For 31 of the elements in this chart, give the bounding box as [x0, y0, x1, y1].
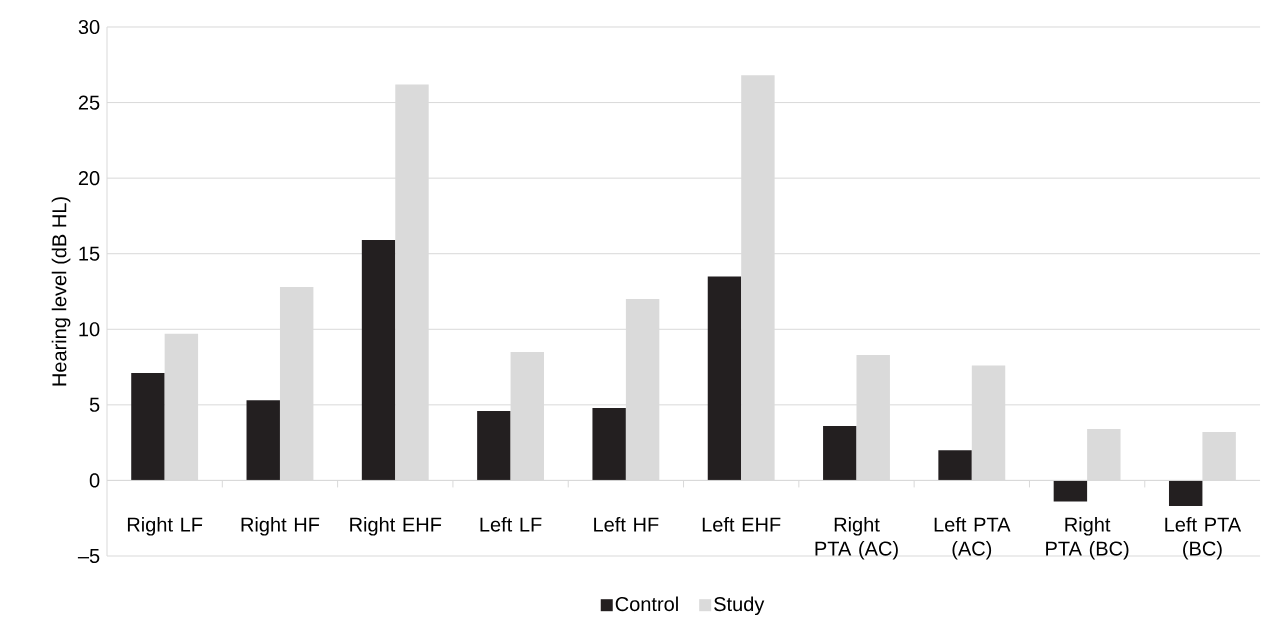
x-tick-label: Left EHF — [702, 516, 781, 532]
x-tick-label: Right PTA (AC) — [815, 516, 898, 560]
bar — [1053, 480, 1088, 502]
bar — [131, 373, 165, 481]
y-axis-title: Hearing level (dB HL) — [51, 197, 71, 386]
x-tick-label: Left PTA (BC) — [1165, 516, 1242, 560]
bar — [477, 410, 511, 481]
x-tick-label: Left HF — [594, 516, 659, 532]
y-tick-label: 0 — [89, 473, 100, 488]
bar — [938, 450, 972, 481]
x-tick-label: Right HF — [241, 516, 320, 536]
bar — [361, 240, 396, 481]
x-tick-label: Left PTA (AC) — [934, 516, 1011, 560]
x-tick-label: Right PTA (BC) — [1046, 516, 1129, 560]
bar — [823, 426, 857, 481]
legend-label: Study — [714, 596, 765, 616]
y-tick-label: 15 — [79, 246, 100, 261]
y-tick-label: –5 — [77, 549, 100, 563]
x-tick-label: Right EHF — [350, 516, 442, 536]
legend-label: Control — [615, 596, 678, 612]
y-tick-label: 10 — [79, 322, 100, 337]
y-tick-label: 30 — [78, 19, 100, 35]
y-tick-label: 5 — [89, 397, 100, 412]
y-tick-label: 20 — [78, 171, 100, 186]
y-tick-label: 25 — [78, 95, 100, 110]
bar — [246, 400, 280, 481]
x-tick-label: Left LF — [480, 516, 542, 532]
bar — [1168, 480, 1203, 507]
bar — [707, 276, 742, 481]
bar — [592, 407, 626, 481]
x-tick-label: Right LF — [127, 516, 203, 536]
